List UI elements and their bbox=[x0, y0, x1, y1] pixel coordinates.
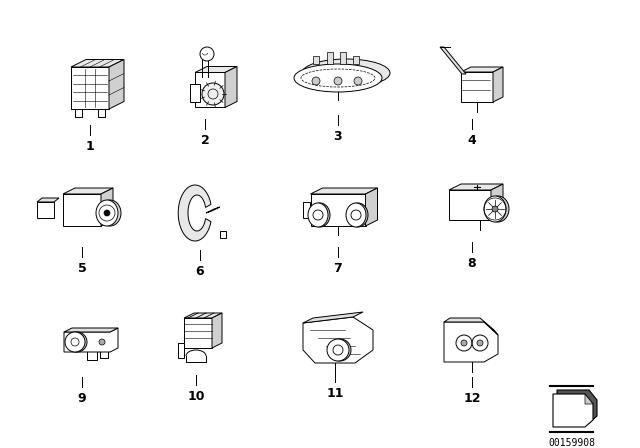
Polygon shape bbox=[37, 198, 59, 202]
Ellipse shape bbox=[294, 64, 382, 92]
Polygon shape bbox=[553, 394, 593, 427]
Circle shape bbox=[67, 332, 87, 352]
Text: 12: 12 bbox=[463, 392, 481, 405]
Polygon shape bbox=[195, 66, 237, 73]
Circle shape bbox=[354, 77, 362, 85]
Polygon shape bbox=[440, 47, 466, 74]
Circle shape bbox=[492, 206, 498, 212]
Ellipse shape bbox=[487, 196, 509, 222]
Text: 9: 9 bbox=[77, 392, 86, 405]
Text: 1: 1 bbox=[86, 140, 94, 153]
Circle shape bbox=[477, 340, 483, 346]
Polygon shape bbox=[101, 188, 113, 226]
Polygon shape bbox=[444, 318, 498, 335]
Polygon shape bbox=[37, 202, 54, 218]
Polygon shape bbox=[353, 56, 359, 64]
Text: 7: 7 bbox=[333, 262, 342, 275]
Polygon shape bbox=[310, 188, 378, 194]
Polygon shape bbox=[313, 56, 319, 64]
Polygon shape bbox=[64, 328, 118, 332]
Polygon shape bbox=[202, 55, 212, 57]
Ellipse shape bbox=[346, 203, 366, 227]
Text: 00159908: 00159908 bbox=[548, 438, 595, 448]
Text: 8: 8 bbox=[468, 257, 476, 270]
Polygon shape bbox=[449, 184, 503, 190]
Circle shape bbox=[312, 77, 320, 85]
Polygon shape bbox=[71, 67, 109, 109]
Polygon shape bbox=[63, 188, 113, 194]
Polygon shape bbox=[585, 394, 593, 404]
Ellipse shape bbox=[484, 196, 506, 222]
Polygon shape bbox=[206, 207, 220, 213]
Circle shape bbox=[334, 77, 342, 85]
Polygon shape bbox=[64, 328, 118, 352]
Text: 10: 10 bbox=[188, 390, 205, 403]
Polygon shape bbox=[303, 317, 373, 363]
Polygon shape bbox=[303, 312, 363, 323]
Circle shape bbox=[327, 339, 349, 361]
Ellipse shape bbox=[302, 59, 390, 87]
Polygon shape bbox=[178, 343, 184, 358]
Circle shape bbox=[99, 339, 105, 345]
Polygon shape bbox=[184, 318, 212, 348]
Polygon shape bbox=[449, 190, 491, 220]
Ellipse shape bbox=[99, 200, 121, 226]
Circle shape bbox=[461, 340, 467, 346]
Polygon shape bbox=[63, 194, 101, 226]
Circle shape bbox=[202, 83, 224, 105]
Polygon shape bbox=[491, 184, 503, 220]
Polygon shape bbox=[557, 390, 597, 423]
Polygon shape bbox=[109, 60, 124, 109]
Ellipse shape bbox=[308, 203, 328, 227]
Polygon shape bbox=[365, 188, 378, 226]
Polygon shape bbox=[461, 72, 493, 102]
Text: 4: 4 bbox=[468, 134, 476, 147]
Ellipse shape bbox=[348, 203, 368, 227]
Text: 2: 2 bbox=[200, 134, 209, 147]
Polygon shape bbox=[212, 313, 222, 348]
Polygon shape bbox=[195, 73, 225, 108]
Ellipse shape bbox=[310, 203, 330, 227]
Circle shape bbox=[65, 332, 85, 352]
Polygon shape bbox=[340, 52, 346, 64]
Polygon shape bbox=[178, 185, 211, 241]
Polygon shape bbox=[190, 84, 200, 102]
Ellipse shape bbox=[96, 200, 118, 226]
Polygon shape bbox=[225, 66, 237, 108]
Polygon shape bbox=[71, 60, 124, 67]
Polygon shape bbox=[184, 313, 222, 318]
Circle shape bbox=[329, 339, 351, 361]
Text: 5: 5 bbox=[77, 262, 86, 275]
Polygon shape bbox=[220, 231, 226, 238]
Circle shape bbox=[104, 210, 110, 216]
Circle shape bbox=[200, 47, 214, 61]
Polygon shape bbox=[327, 52, 333, 64]
Text: 3: 3 bbox=[333, 130, 342, 143]
Polygon shape bbox=[493, 67, 503, 102]
Text: 11: 11 bbox=[326, 387, 344, 400]
Polygon shape bbox=[461, 67, 503, 72]
Polygon shape bbox=[444, 322, 498, 362]
Polygon shape bbox=[310, 194, 365, 226]
Polygon shape bbox=[303, 202, 310, 218]
Text: 6: 6 bbox=[196, 265, 204, 278]
